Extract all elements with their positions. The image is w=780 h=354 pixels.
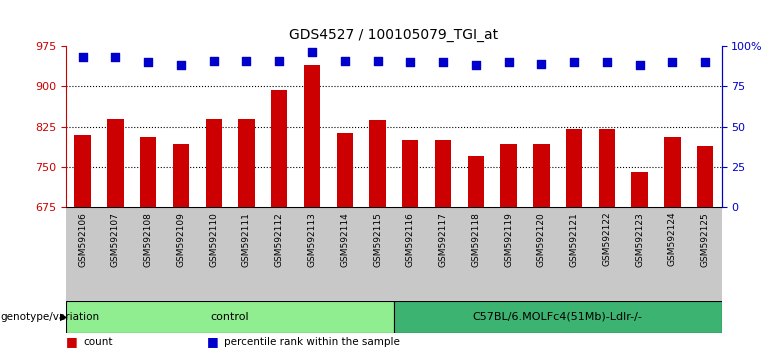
Point: [437, 59, 449, 65]
Bar: [66, 301, 394, 333]
Text: GSM592113: GSM592113: [307, 212, 317, 267]
Text: GSM592106: GSM592106: [78, 212, 87, 267]
Point: [306, 50, 318, 55]
Text: C57BL/6.MOLFc4(51Mb)-Ldlr-/-: C57BL/6.MOLFc4(51Mb)-Ldlr-/-: [473, 312, 643, 322]
Text: GSM592120: GSM592120: [537, 212, 546, 267]
Text: GSM592117: GSM592117: [438, 212, 448, 267]
Point: [207, 58, 220, 63]
Text: ■: ■: [207, 335, 218, 348]
Bar: [394, 301, 722, 333]
Point: [699, 59, 711, 65]
Text: GSM592122: GSM592122: [602, 212, 612, 267]
Point: [142, 59, 154, 65]
Bar: [468, 156, 484, 207]
Point: [535, 61, 548, 67]
Text: GSM592108: GSM592108: [144, 212, 153, 267]
Point: [601, 59, 613, 65]
Text: GSM592112: GSM592112: [275, 212, 284, 267]
Text: GSM592118: GSM592118: [471, 212, 480, 267]
Bar: [370, 120, 386, 207]
Point: [666, 59, 679, 65]
Bar: [566, 129, 583, 207]
Point: [470, 63, 482, 68]
Point: [339, 58, 351, 63]
Text: GSM592125: GSM592125: [700, 212, 710, 267]
Bar: [337, 133, 353, 207]
Text: control: control: [211, 312, 250, 322]
Point: [175, 63, 187, 68]
Bar: [632, 172, 648, 207]
Bar: [140, 137, 156, 207]
Bar: [665, 137, 680, 207]
Text: GSM592111: GSM592111: [242, 212, 251, 267]
Text: GSM592110: GSM592110: [209, 212, 218, 267]
Point: [502, 59, 515, 65]
Bar: [239, 119, 254, 207]
Point: [76, 55, 89, 60]
Text: GSM592121: GSM592121: [569, 212, 579, 267]
Point: [404, 59, 417, 65]
Bar: [697, 147, 714, 207]
Text: percentile rank within the sample: percentile rank within the sample: [224, 337, 399, 347]
Text: genotype/variation: genotype/variation: [1, 312, 100, 322]
Text: count: count: [83, 337, 113, 347]
Text: GSM592124: GSM592124: [668, 212, 677, 267]
Text: GSM592119: GSM592119: [504, 212, 513, 267]
Text: GSM592116: GSM592116: [406, 212, 415, 267]
Text: GSM592115: GSM592115: [373, 212, 382, 267]
Bar: [599, 129, 615, 207]
Bar: [304, 65, 321, 207]
Bar: [271, 90, 288, 207]
Text: ▶: ▶: [60, 312, 68, 322]
Bar: [206, 119, 222, 207]
Point: [633, 63, 646, 68]
Text: GSM592114: GSM592114: [340, 212, 349, 267]
Text: ■: ■: [66, 335, 78, 348]
Bar: [534, 144, 550, 207]
Point: [240, 58, 253, 63]
Bar: [108, 119, 124, 207]
Bar: [435, 140, 452, 207]
Text: GSM592109: GSM592109: [176, 212, 186, 267]
Point: [371, 58, 384, 63]
Text: GSM592107: GSM592107: [111, 212, 120, 267]
Text: GSM592123: GSM592123: [635, 212, 644, 267]
Title: GDS4527 / 100105079_TGI_at: GDS4527 / 100105079_TGI_at: [289, 28, 498, 42]
Bar: [75, 135, 90, 207]
Bar: [402, 140, 419, 207]
Point: [109, 55, 122, 60]
Point: [568, 59, 580, 65]
Bar: [501, 144, 517, 207]
Point: [273, 58, 285, 63]
Bar: [173, 144, 190, 207]
